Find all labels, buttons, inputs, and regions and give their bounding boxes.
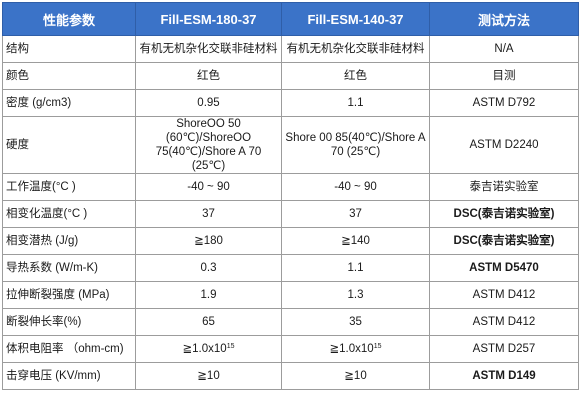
test-method: N/A — [429, 35, 579, 63]
property-name: 结构 — [2, 35, 136, 63]
test-method: ASTM D5470 — [429, 254, 579, 282]
value-180: 1.9 — [135, 281, 282, 309]
property-name: 颜色 — [2, 62, 136, 90]
table-row-phase-change-temp: 相变化温度(°C ) 37 37 DSC(泰吉诺实验室) — [2, 200, 579, 228]
value-140: ≧140 — [281, 227, 430, 255]
property-name: 断裂伸长率(%) — [2, 308, 136, 336]
property-name: 体积电阻率 （ohm-cm) — [2, 335, 136, 363]
value-180: 65 — [135, 308, 282, 336]
value-140: ≧1.0x1015 — [281, 335, 430, 363]
header-model-140: Fill-ESM-140-37 — [281, 2, 430, 36]
value-140: 1.1 — [281, 254, 430, 282]
property-name: 导热系数 (W/m-K) — [2, 254, 136, 282]
test-method: ASTM D412 — [429, 281, 579, 309]
table-row-thermal-conductivity: 导热系数 (W/m-K) 0.3 1.1 ASTM D5470 — [2, 254, 579, 282]
table-row-breakdown-voltage: 击穿电压 (KV/mm) ≧10 ≧10 ASTM D149 — [2, 362, 579, 390]
table-row-structure: 结构 有机无机杂化交联非硅材料 有机无机杂化交联非硅材料 N/A — [2, 35, 579, 63]
test-method: ASTM D412 — [429, 308, 579, 336]
test-method: ASTM D2240 — [429, 116, 579, 174]
value-180: 红色 — [135, 62, 282, 90]
value-140: 有机无机杂化交联非硅材料 — [281, 35, 430, 63]
value-140: 37 — [281, 200, 430, 228]
value-180: 有机无机杂化交联非硅材料 — [135, 35, 282, 63]
value-180: 0.3 — [135, 254, 282, 282]
test-method: ASTM D257 — [429, 335, 579, 363]
table-row-tensile-strength: 拉伸断裂强度 (MPa) 1.9 1.3 ASTM D412 — [2, 281, 579, 309]
value-140: 1.3 — [281, 281, 430, 309]
property-name: 密度 (g/cm3) — [2, 89, 136, 117]
property-name: 拉伸断裂强度 (MPa) — [2, 281, 136, 309]
header-property: 性能参数 — [2, 2, 136, 36]
test-method: ASTM D792 — [429, 89, 579, 117]
property-name: 工作温度(°C ) — [2, 173, 136, 201]
header-test-method: 测试方法 — [429, 2, 579, 36]
header-row: 性能参数 Fill-ESM-180-37 Fill-ESM-140-37 测试方… — [2, 2, 579, 36]
value-140: Shore 00 85(40℃)/Shore A 70 (25℃) — [281, 116, 430, 174]
table-row-color: 颜色 红色 红色 目测 — [2, 62, 579, 90]
property-name: 相变化温度(°C ) — [2, 200, 136, 228]
value-180-line2: 75(40℃)/Shore A 70 (25℃) — [155, 146, 262, 172]
value-180: -40 ~ 90 — [135, 173, 282, 201]
value-140-exponent: 15 — [373, 343, 382, 350]
value-180: 37 — [135, 200, 282, 228]
table-row-density: 密度 (g/cm3) 0.95 1.1 ASTM D792 — [2, 89, 579, 117]
test-method: ASTM D149 — [429, 362, 579, 390]
test-method: DSC(泰吉诺实验室) — [429, 227, 579, 255]
value-140: ≧10 — [281, 362, 430, 390]
property-name: 击穿电压 (KV/mm) — [2, 362, 136, 390]
value-140: 红色 — [281, 62, 430, 90]
value-180: 0.95 — [135, 89, 282, 117]
test-method: DSC(泰吉诺实验室) — [429, 200, 579, 228]
value-180: ≧1.0x1015 — [135, 335, 282, 363]
property-name: 相变潜热 (J/g) — [2, 227, 136, 255]
table-row-latent-heat: 相变潜热 (J/g) ≧180 ≧140 DSC(泰吉诺实验室) — [2, 227, 579, 255]
value-180-base: ≧1.0x10 — [182, 343, 227, 355]
table-row-hardness: 硬度 ShoreOO 50 (60℃)/ShoreOO 75(40℃)/Shor… — [2, 116, 579, 174]
property-name: 硬度 — [2, 116, 136, 174]
header-model-180: Fill-ESM-180-37 — [135, 2, 282, 36]
spec-table-container: 性能参数 Fill-ESM-180-37 Fill-ESM-140-37 测试方… — [2, 2, 579, 390]
test-method: 目测 — [429, 62, 579, 90]
value-180-exponent: 15 — [226, 343, 235, 350]
spec-table: 性能参数 Fill-ESM-180-37 Fill-ESM-140-37 测试方… — [2, 2, 579, 390]
value-180: ≧10 — [135, 362, 282, 390]
value-140-base: ≧1.0x10 — [329, 343, 374, 355]
value-140: -40 ~ 90 — [281, 173, 430, 201]
test-method: 泰吉诺实验室 — [429, 173, 579, 201]
value-180-line1: ShoreOO 50 (60℃)/ShoreOO — [165, 118, 252, 144]
table-row-working-temp: 工作温度(°C ) -40 ~ 90 -40 ~ 90 泰吉诺实验室 — [2, 173, 579, 201]
value-140: 35 — [281, 308, 430, 336]
table-row-volume-resistivity: 体积电阻率 （ohm-cm) ≧1.0x1015 ≧1.0x1015 ASTM … — [2, 335, 579, 363]
value-140: 1.1 — [281, 89, 430, 117]
value-180: ShoreOO 50 (60℃)/ShoreOO 75(40℃)/Shore A… — [135, 116, 282, 174]
table-row-elongation: 断裂伸长率(%) 65 35 ASTM D412 — [2, 308, 579, 336]
value-180: ≧180 — [135, 227, 282, 255]
